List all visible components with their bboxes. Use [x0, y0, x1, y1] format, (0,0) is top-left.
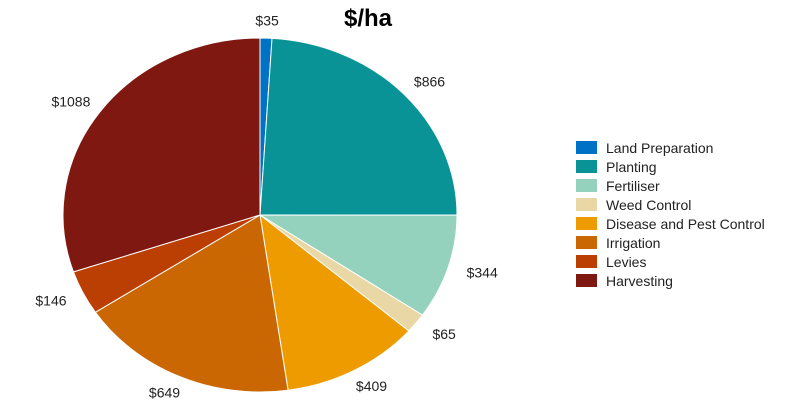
pie-slice-disease-and-pest-control [259, 213, 410, 391]
legend-label: Planting [606, 159, 657, 175]
legend-swatch [576, 217, 597, 230]
legend-swatch [576, 274, 597, 287]
pie-slice-harvesting [62, 37, 261, 273]
legend-swatch [576, 255, 597, 268]
pie-slice-irrigation [94, 214, 289, 393]
data-label: $35 [255, 12, 279, 28]
legend-swatch [576, 179, 597, 192]
data-label: $866 [414, 74, 445, 90]
data-label: $409 [356, 378, 387, 394]
data-label: $146 [35, 292, 66, 308]
legend-swatch [576, 160, 597, 173]
chart-title: $/ha [344, 5, 393, 32]
legend-label: Harvesting [606, 273, 673, 289]
legend-swatch [576, 198, 597, 211]
data-label: $65 [432, 326, 456, 342]
legend-label: Land Preparation [606, 140, 713, 156]
data-label: $649 [149, 385, 180, 401]
data-label: $1088 [51, 94, 90, 110]
pie-slice-planting [259, 37, 458, 216]
legend-label: Weed Control [606, 197, 691, 213]
legend-label: Fertiliser [606, 178, 660, 194]
legend-swatch [576, 236, 597, 249]
legend-label: Levies [606, 254, 646, 270]
legend-swatch [576, 141, 597, 154]
legend-label: Disease and Pest Control [606, 216, 765, 232]
data-label: $344 [467, 265, 498, 281]
legend-label: Irrigation [606, 235, 660, 251]
pie-slice-fertiliser [258, 214, 458, 316]
